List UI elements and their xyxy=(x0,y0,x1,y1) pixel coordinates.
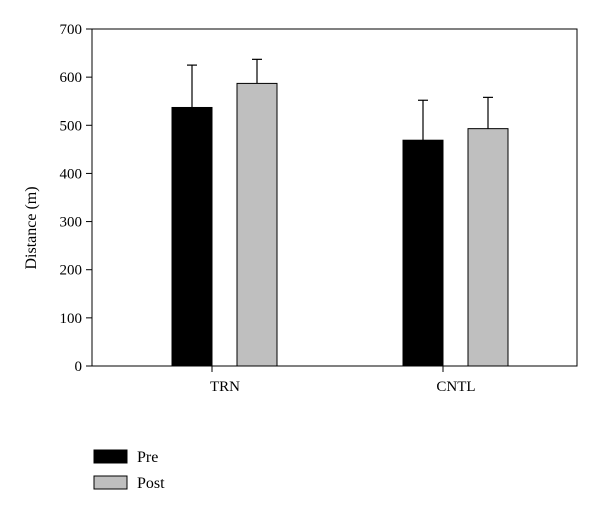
legend-swatch-post xyxy=(93,475,128,490)
plot-frame xyxy=(91,28,578,367)
y-axis-label: Distance (m) xyxy=(23,186,40,269)
bars xyxy=(171,82,509,367)
bar-pre-trn xyxy=(171,106,213,367)
error-bars xyxy=(187,58,493,141)
x-tick-label: TRN xyxy=(210,379,240,395)
y-tick-label: 100 xyxy=(60,311,83,327)
y-tick-label: 200 xyxy=(60,263,83,279)
y-tick-label: 500 xyxy=(60,118,83,134)
legend-label-pre: Pre xyxy=(137,449,158,466)
y-tick-label: 600 xyxy=(60,70,83,86)
y-tick-label: 700 xyxy=(60,22,83,38)
axes: 0 100 200 300 400 500 600 700 TRN CNTL xyxy=(60,22,578,395)
x-tick-label: CNTL xyxy=(436,379,475,395)
legend-swatch-pre xyxy=(93,449,128,464)
legend-label-post: Post xyxy=(137,475,165,492)
bar-pre-cntl xyxy=(402,139,444,367)
legend: Pre Post xyxy=(93,449,165,492)
y-tick-label: 300 xyxy=(60,215,83,231)
y-tick-label: 400 xyxy=(60,166,83,182)
bar-post-trn xyxy=(236,82,278,367)
bar-post-cntl xyxy=(467,128,509,367)
y-tick-label: 0 xyxy=(75,359,83,375)
